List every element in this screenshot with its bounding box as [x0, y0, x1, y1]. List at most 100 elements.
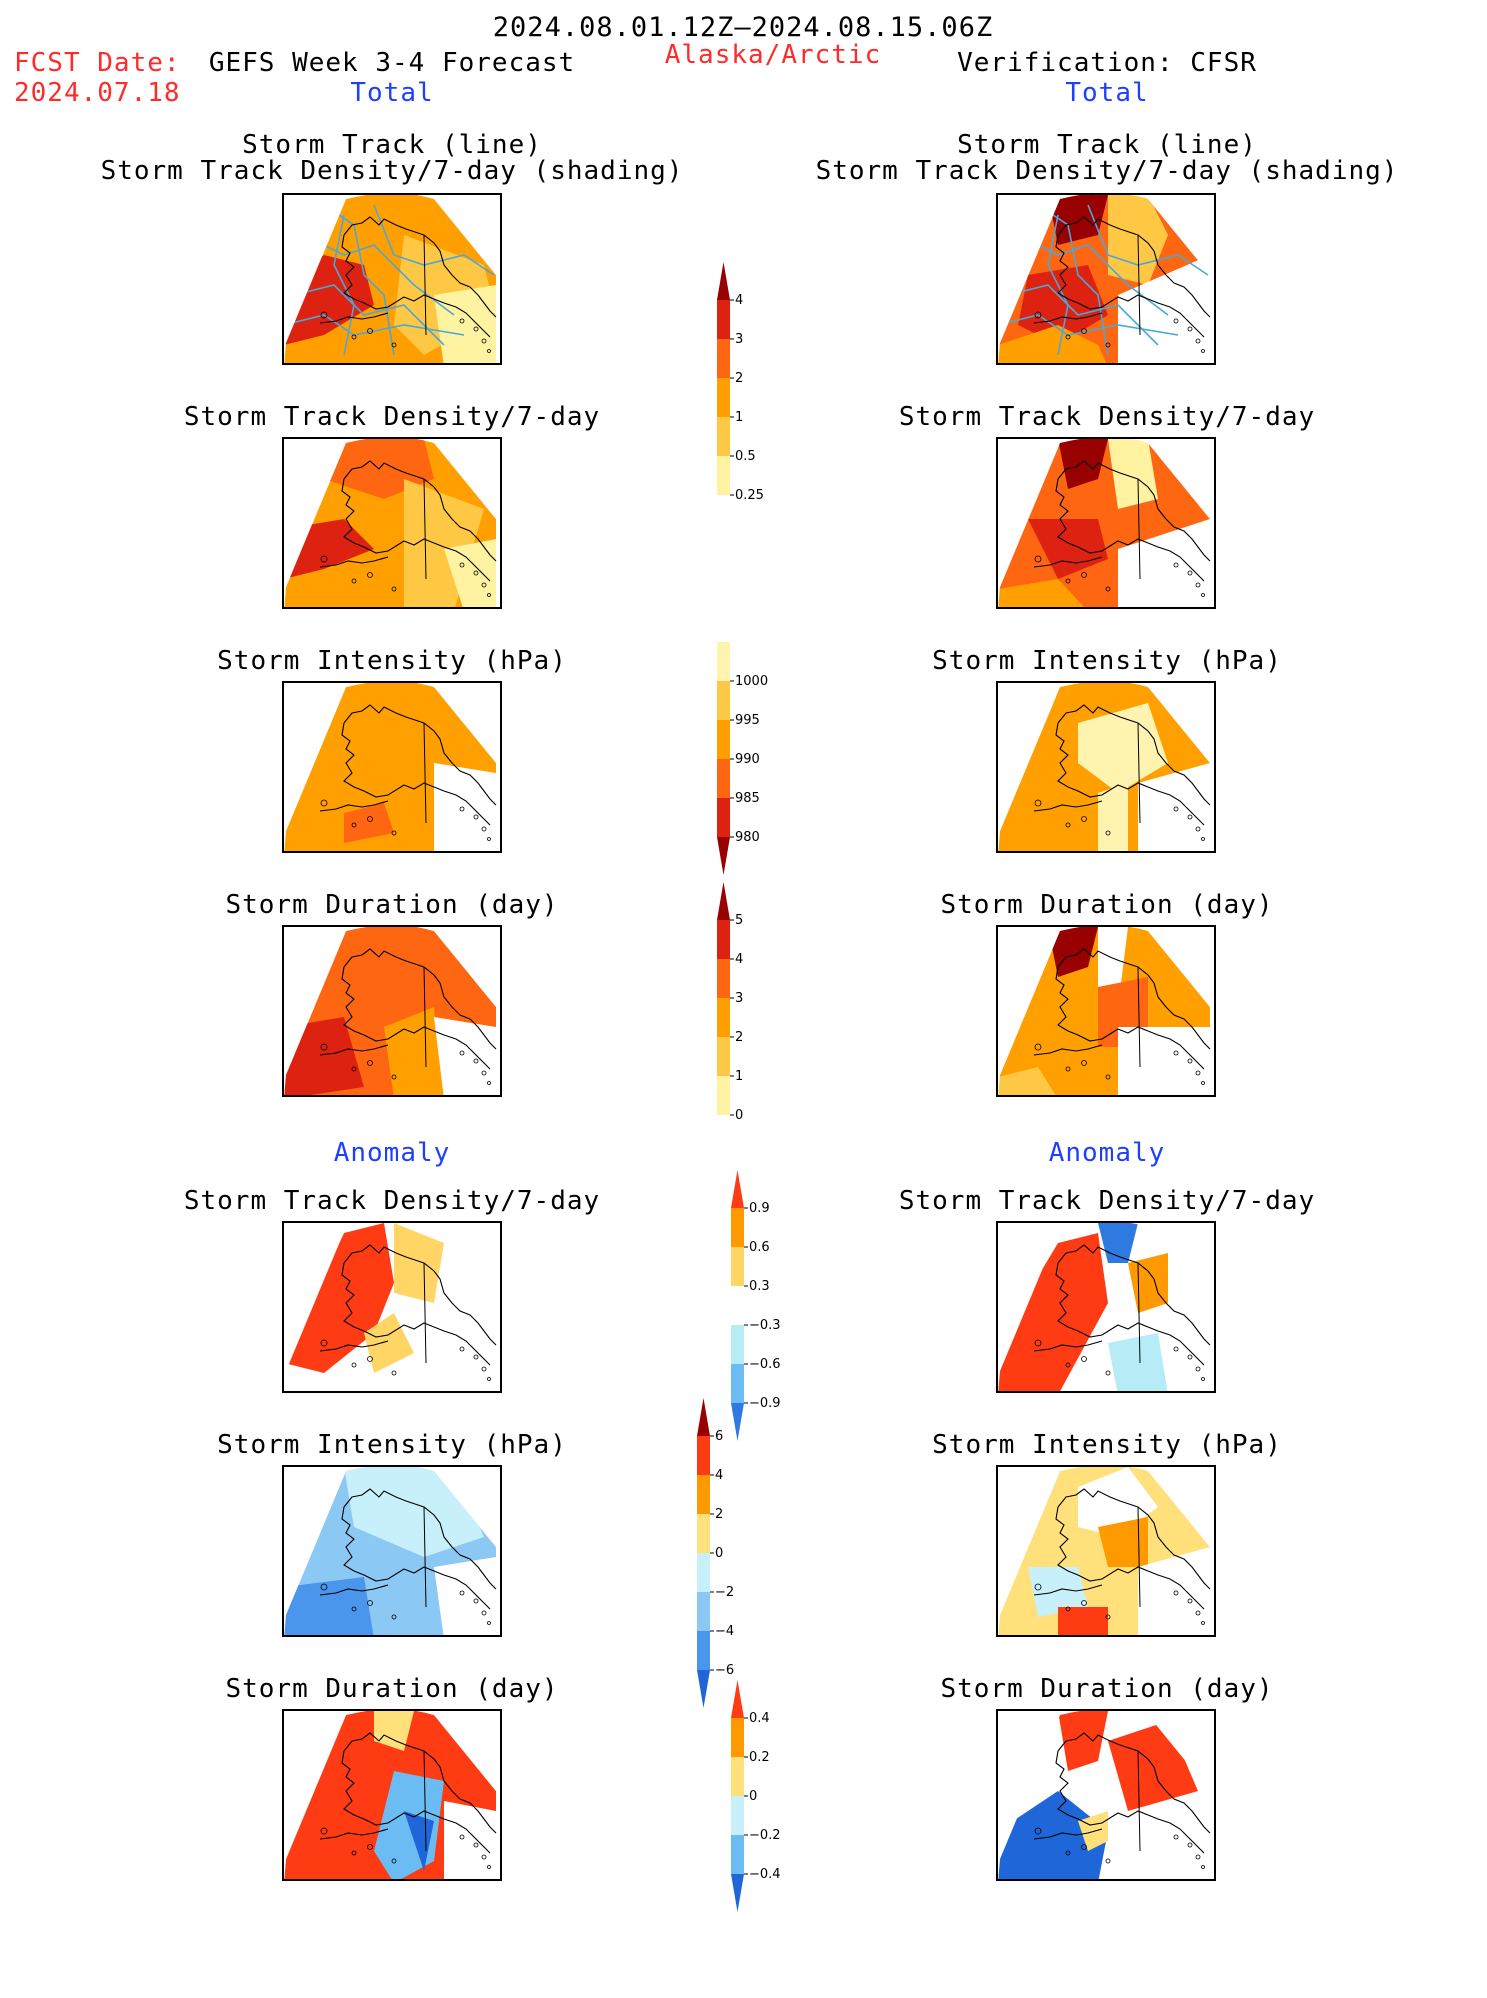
panel-title: Storm Track Density/7-day: [898, 402, 1316, 432]
total-label-left: Total: [350, 78, 434, 108]
panel-title: Storm Track (line): [957, 130, 1257, 160]
map-verification-intensity: [996, 681, 1216, 853]
colorbar-svg: 0.9 0.6 0.3 −0.3 −0.6 −0.9: [731, 1170, 781, 1441]
colorbar-svg: 1000 995 990 985 980: [717, 642, 768, 875]
panel-title: Storm Intensity (hPa): [217, 1430, 567, 1460]
panel-title: Storm Track Density/7-day (shading): [100, 156, 684, 186]
colorbar-tick-label: 2: [715, 1507, 723, 1522]
panel-title: Storm Intensity (hPa): [217, 646, 567, 676]
colorbar-swatch: [717, 959, 730, 998]
colorbar-tick-label: 4: [735, 293, 743, 308]
date-range-title: 2024.08.01.12Z–2024.08.15.06Z: [492, 12, 994, 43]
colorbar-tick-label: 5: [735, 913, 743, 928]
colorbar-swatch: [717, 882, 730, 920]
colorbar-density: 4 3 2 1 0.5 0.25: [717, 262, 797, 542]
colorbar-swatch: [717, 681, 730, 720]
colorbar-swatch: [731, 1325, 744, 1364]
colorbar-swatch: [717, 1037, 730, 1076]
colorbar-swatch: [697, 1553, 710, 1592]
colorbar-swatch: [731, 1796, 744, 1835]
colorbar-svg: 4 3 2 1 0.5 0.25: [717, 262, 764, 503]
colorbar-tick-label: −2: [715, 1585, 734, 1600]
panel-title: Storm Track Density/7-day: [183, 1186, 601, 1216]
colorbar-tick-label: 1: [735, 1069, 743, 1084]
colorbar-tick-label: −0.6: [749, 1357, 781, 1372]
verification-title: Verification: CFSR: [957, 48, 1257, 78]
forecast-title: GEFS Week 3-4 Forecast: [208, 48, 576, 78]
figure: 2024.08.01.12Z–2024.08.15.06Z FCST Date:…: [14, 12, 1399, 1912]
colorbar-swatch: [717, 378, 730, 417]
colorbar-swatch: [731, 1364, 744, 1403]
map-verification-anom-duration: [996, 1709, 1216, 1881]
map-forecast-intensity: [282, 681, 502, 853]
colorbar-swatch: [717, 300, 730, 339]
colorbar-tick-label: 0: [735, 1108, 743, 1123]
panel-title: Storm Track Density/7-day: [183, 402, 601, 432]
map-verification-storm-track: [996, 193, 1216, 365]
colorbar-tick-label: 2: [735, 371, 743, 386]
colorbar-tick-label: 0.5: [735, 449, 756, 464]
colorbar-intensity: 1000 995 990 985 980: [717, 642, 797, 922]
map-verification-track-density: [996, 437, 1216, 609]
colorbar-tick-label: 0: [749, 1789, 757, 1804]
panel-title: Storm Duration (day): [940, 890, 1274, 920]
colorbar-tick-label: 3: [735, 332, 743, 347]
colorbar-swatch: [731, 1247, 744, 1286]
fcst-date-label: FCST Date:: [14, 48, 181, 78]
colorbar-tick-label: 0.3: [749, 1279, 770, 1294]
colorbar-duration: 5 4 3 2 1 0: [717, 882, 797, 1162]
colorbar-tick-label: −0.4: [749, 1867, 781, 1882]
colorbar-swatch: [731, 1835, 744, 1874]
colorbar-swatch: [717, 759, 730, 798]
colorbar-tick-label: 3: [735, 991, 743, 1006]
colorbar-tick-label: 0.25: [735, 488, 764, 503]
colorbar-swatch: [717, 798, 730, 837]
colorbar-tick-label: 0.2: [749, 1750, 770, 1765]
colorbar-tick-label: 1: [735, 410, 743, 425]
colorbar-swatch: [731, 1208, 744, 1247]
colorbar-swatch: [731, 1170, 744, 1208]
colorbar-tick-label: −0.2: [749, 1828, 781, 1843]
colorbar-swatch: [697, 1514, 710, 1553]
colorbar-swatch: [697, 1398, 710, 1436]
total-label-right: Total: [1065, 78, 1149, 108]
colorbar-swatch: [731, 1680, 744, 1718]
colorbar-swatch: [717, 720, 730, 759]
colorbar-tick-label: 0: [715, 1546, 723, 1561]
colorbar-tick-label: 4: [715, 1468, 723, 1483]
colorbar-svg: 5 4 3 2 1 0: [717, 882, 743, 1123]
colorbar-tick-label: 6: [715, 1429, 723, 1444]
colorbar-swatch: [731, 1718, 744, 1757]
colorbar-tick-label: −6: [715, 1663, 734, 1678]
colorbar-swatch: [697, 1631, 710, 1670]
colorbar-tick-label: 0.6: [749, 1240, 770, 1255]
panel-title: Storm Track Density/7-day (shading): [815, 156, 1399, 186]
map-forecast-anom-density: [282, 1221, 502, 1393]
colorbar-swatch: [717, 456, 730, 495]
colorbar-swatch: [717, 262, 730, 300]
colorbar-tick-label: 0.4: [749, 1711, 770, 1726]
colorbar-tick-label: 980: [735, 830, 760, 845]
colorbar-swatch: [697, 1436, 710, 1475]
colorbar-tick-label: 995: [735, 713, 760, 728]
panel-title: Storm Duration (day): [940, 1674, 1274, 1704]
colorbar-swatch: [717, 339, 730, 378]
colorbar-swatch: [717, 920, 730, 959]
colorbar-swatch: [717, 1076, 730, 1115]
colorbar-tick-label: 2: [735, 1030, 743, 1045]
colorbar-tick-label: −4: [715, 1624, 734, 1639]
colorbar-swatch: [697, 1670, 710, 1708]
colorbar-anom-duration: 0.4 0.2 0 −0.2 −0.4: [731, 1680, 811, 1998]
colorbar-swatch: [697, 1592, 710, 1631]
colorbar-swatch: [717, 642, 730, 681]
map-verification-duration: [996, 925, 1216, 1097]
colorbar-tick-label: 4: [735, 952, 743, 967]
map-verification-anom-intensity: [996, 1465, 1216, 1637]
colorbar-tick-label: 985: [735, 791, 760, 806]
map-forecast-duration: [282, 925, 502, 1097]
panel-title: Storm Intensity (hPa): [932, 646, 1282, 676]
colorbar-swatch: [731, 1403, 744, 1441]
colorbar-tick-label: 0.9: [749, 1201, 770, 1216]
colorbar-tick-label: 990: [735, 752, 760, 767]
map-forecast-track-density: [282, 437, 502, 609]
